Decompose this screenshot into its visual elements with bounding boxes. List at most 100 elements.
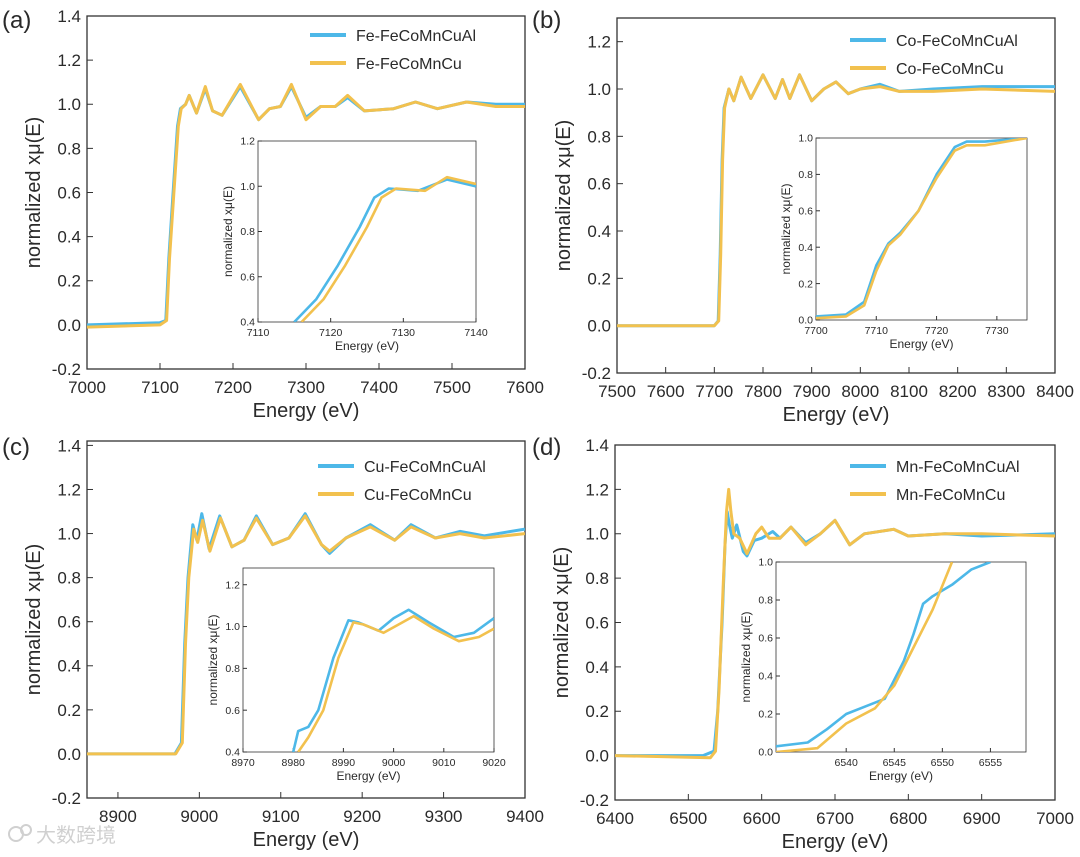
- x-tick-label: 7700: [695, 382, 733, 401]
- panels: 7000 7100 7200 7300 7400 7500 7600 -0.2 0.0 0.2 0.…: [2, 7, 1074, 853]
- x-tick-label: 7500: [598, 382, 636, 401]
- y-axis-title: normalized xμ(E): [221, 186, 235, 277]
- x-tick-label: 8000: [841, 382, 879, 401]
- legend-label: Cu-FeCoMnCu: [364, 487, 472, 504]
- y-tick-label: 0.4: [57, 228, 81, 247]
- x-tick-label: 6545: [883, 757, 907, 769]
- x-tick-label: 8300: [987, 382, 1025, 401]
- y-axis-title: normalized xμ(E): [553, 120, 575, 272]
- y-tick-label: 1.0: [240, 181, 255, 193]
- legend-label: Co-FeCoMnCu: [896, 61, 1004, 78]
- y-tick-label: 0.8: [225, 663, 240, 675]
- y-axis-title: normalized xμ(E): [739, 612, 753, 703]
- y-tick-label: -0.2: [582, 364, 611, 383]
- x-tick-label: 8400: [1036, 382, 1074, 401]
- y-tick-label: 0.4: [225, 747, 240, 759]
- x-tick-label: 9010: [432, 757, 456, 769]
- y-tick-label: 0.6: [225, 705, 240, 717]
- x-tick-label: 7130: [392, 327, 416, 339]
- y-tick-label: 0.0: [585, 747, 609, 766]
- x-tick-label: 7710: [865, 325, 889, 337]
- x-tick-label: 7110: [247, 327, 270, 339]
- x-tick-label: 9300: [425, 807, 463, 826]
- x-tick-label: 6700: [816, 809, 854, 828]
- y-tick-label: 0.8: [240, 226, 255, 238]
- y-tick-label: 1.0: [758, 557, 773, 569]
- y-tick-label: 1.4: [585, 436, 609, 455]
- y-tick-label: 0.8: [585, 569, 609, 588]
- watermark-logo-icon: [8, 824, 32, 842]
- y-tick-label: 0.0: [57, 745, 81, 764]
- y-tick-label: 1.2: [240, 136, 255, 148]
- x-tick-label: 6900: [963, 809, 1001, 828]
- series-line-cu: [816, 138, 1027, 320]
- y-tick-label: 1.2: [57, 51, 81, 70]
- x-tick-label: 9100: [262, 807, 300, 826]
- x-tick-label: 8980: [282, 757, 306, 769]
- x-tick-label: 7000: [68, 378, 106, 397]
- y-tick-label: 1.0: [587, 80, 611, 99]
- y-tick-label: 0.6: [57, 183, 81, 202]
- x-tick-label: 7600: [647, 382, 685, 401]
- y-tick-label: 0.8: [587, 127, 611, 146]
- x-tick-label: 9200: [343, 807, 381, 826]
- legend: Mn-FeCoMnCuAl Mn-FeCoMnCu: [850, 459, 1020, 504]
- x-tick-label: 7000: [1036, 809, 1074, 828]
- inset-plot: 7700 7710 7720 7730 0.0 0.2 0.4 0.6 0.8 1.0 Energy…: [779, 133, 1028, 351]
- inset-plot: 7110 7120 7130 7140 0.4 0.6 0.8 1.0 1.2 Energy (e…: [221, 136, 488, 353]
- y-tick-label: 0.8: [57, 569, 81, 588]
- y-tick-label: -0.2: [52, 360, 81, 379]
- x-tick-label: 6600: [743, 809, 781, 828]
- x-tick-label: 9000: [382, 757, 406, 769]
- y-axis-title: normalized xμ(E): [23, 544, 45, 696]
- x-tick-label: 7700: [804, 325, 828, 337]
- y-tick-label: 1.0: [57, 95, 81, 114]
- y-tick-label: 0.8: [798, 169, 813, 181]
- series-line-cu: [87, 82, 525, 329]
- panel-c: 8900 9000 9100 9200 9300 9400 -0.2 0.0 0.2 0.4 0.6…: [2, 434, 544, 851]
- legend-label: Mn-FeCoMnCuAl: [896, 459, 1020, 476]
- y-tick-label: 0.6: [587, 175, 611, 194]
- y-tick-label: 0.6: [585, 613, 609, 632]
- y-tick-label: 0.4: [585, 658, 609, 677]
- y-axis-title: normalized xμ(E): [551, 547, 573, 699]
- y-tick-label: 0.4: [240, 317, 255, 329]
- legend-label: Fe-FeCoMnCuAl: [356, 28, 476, 45]
- y-tick-label: 0.2: [798, 278, 813, 290]
- x-axis-title: Energy (eV): [782, 831, 889, 853]
- series-line-cu: [617, 73, 1055, 328]
- legend-label: Mn-FeCoMnCu: [896, 487, 1005, 504]
- legend: Cu-FeCoMnCuAl Cu-FeCoMnCu: [318, 459, 486, 504]
- x-axis-title: Energy (eV): [336, 769, 400, 783]
- series-line-cu: [87, 514, 525, 756]
- x-tick-label: 7120: [319, 327, 343, 339]
- x-tick-label: 7200: [214, 378, 252, 397]
- y-tick-label: 0.6: [758, 633, 773, 645]
- x-tick-label: 6550: [931, 757, 955, 769]
- panel-label: (a): [2, 7, 31, 34]
- y-tick-label: 1.0: [57, 525, 81, 544]
- panel-label: (b): [532, 7, 561, 34]
- x-tick-label: 7100: [141, 378, 179, 397]
- plot-frame: [815, 137, 1028, 321]
- x-tick-label: 7140: [464, 327, 488, 339]
- x-tick-label: 6540: [835, 757, 859, 769]
- y-tick-label: 0.6: [240, 271, 255, 283]
- x-tick-label: 6555: [979, 757, 1003, 769]
- x-tick-label: 7730: [985, 325, 1009, 337]
- panel-d: 6400 6500 6600 6700 6800 6900 7000 -0.2 0.0 0.2 0.…: [532, 434, 1074, 853]
- x-axis-title: Energy (eV): [783, 404, 890, 426]
- x-tick-label: 7900: [793, 382, 831, 401]
- legend-label: Co-FeCoMnCuAl: [896, 33, 1018, 50]
- plot-frame: [257, 140, 477, 323]
- series-line-cu: [615, 487, 1055, 760]
- y-tick-label: 1.0: [225, 621, 240, 633]
- x-axis-title: Energy (eV): [335, 339, 399, 353]
- y-tick-label: 0.0: [587, 317, 611, 336]
- x-tick-label: 7500: [433, 378, 471, 397]
- panel-label: (d): [532, 434, 561, 461]
- y-tick-label: 0.0: [57, 316, 81, 335]
- y-tick-label: 0.8: [758, 595, 773, 607]
- x-tick-label: 9020: [482, 757, 506, 769]
